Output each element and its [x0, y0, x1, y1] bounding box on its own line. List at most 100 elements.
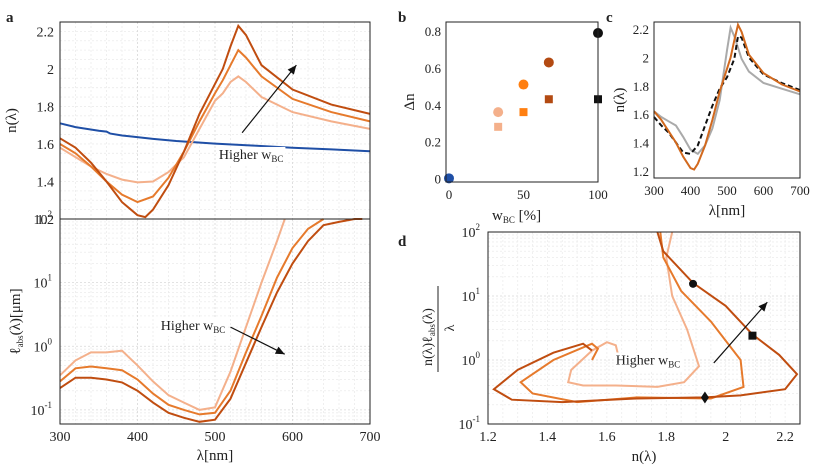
y-tick-label: 2.2: [633, 22, 649, 37]
series-line: [566, 231, 701, 388]
x-tick-label: 1.2: [479, 430, 497, 445]
y-tick-label: 10-1: [31, 400, 53, 419]
panel-c-refractive-index-compare: 1.2 1.4 1.6 1.8 2 2.2 300 400 500 600 700 λ[nm] n(λ): [612, 21, 810, 219]
x-tick-label: 50: [517, 187, 530, 202]
y-tick-label: 0.2: [425, 135, 441, 150]
annotation-a2-arrowhead: [274, 346, 285, 355]
data-point-circle: [493, 107, 504, 118]
annotation-a-label-bg: [216, 146, 286, 165]
annotation-a2-label: Higher wBC: [161, 319, 226, 335]
panel-a-absorption-length: 10-1 100 101 102 300 400 500 600 700 λ[nm] ℓabs(λ)…: [8, 209, 381, 464]
series-line: [59, 218, 325, 416]
y-tick-label: 0: [435, 171, 442, 186]
x-tick-label: 300: [644, 183, 664, 198]
plot-frame: [487, 231, 801, 425]
marker-circle: [689, 279, 698, 288]
series-line: [492, 231, 799, 404]
y-tick-label: 1.8: [633, 79, 649, 94]
y-tick-label: 101: [34, 273, 53, 292]
y-tick-label: 2: [643, 50, 650, 65]
x-axis-label: n(λ): [632, 449, 657, 465]
x-tick-label: 0: [446, 187, 453, 202]
y-tick-label: 0.4: [425, 98, 442, 113]
x-tick-label: 400: [681, 183, 701, 198]
y-tick-label: 1.2: [37, 213, 55, 228]
x-tick-label: 600: [282, 430, 303, 445]
y-axis-label: n(λ): [612, 88, 628, 113]
data-point-square: [519, 108, 528, 117]
series-line: [653, 34, 801, 155]
plot-frame: [445, 21, 599, 183]
x-tick-label: 300: [50, 430, 71, 445]
plot-frame: [59, 218, 371, 425]
annotation-d-label-bg: [613, 352, 683, 371]
y-axis-label: n(λ): [4, 108, 20, 133]
series-line: [519, 231, 745, 404]
annotation-a2-arrow: [230, 326, 286, 355]
y-tick-label: 1.4: [633, 136, 650, 151]
y-tick-label: 102: [34, 209, 53, 228]
x-tick-label: 2.2: [776, 430, 794, 445]
annotation-a-label: Higher wBC: [219, 148, 284, 164]
y-tick-label: 0.6: [425, 61, 442, 76]
panel-d-parametric-plot: 10-1 100 101 102 1.2 1.4 1.6 1.8 2 2.2 n(λ) n(λ)ℓab…: [421, 222, 801, 465]
panel-b-delta-n-scatter: 0 0.2 0.4 0.6 0.8 0 50 100 wBC [%] Δn: [402, 21, 608, 225]
annotation-a2-label-bg: [158, 318, 228, 337]
series-line: [653, 24, 801, 156]
series-line: [653, 21, 801, 171]
y-tick-label: 1.4: [37, 175, 55, 190]
y-axis-label: n(λ)ℓabs(λ) λ: [421, 286, 458, 372]
annotation-d-arrow: [713, 301, 768, 364]
x-tick-label: 500: [717, 183, 737, 198]
data-point-square: [494, 122, 503, 131]
y-tick-label: 2: [47, 63, 54, 78]
y-tick-label: 0.8: [425, 24, 441, 39]
x-tick-label: 400: [127, 430, 148, 445]
x-tick-label: 2: [722, 430, 729, 445]
y-tick-label: 1.6: [37, 138, 55, 153]
plot-frame: [653, 21, 801, 179]
panel-a-refractive-index: 1.2 1.4 1.6 1.8 2 2.2 n(λ) Higher wBC: [4, 21, 371, 228]
x-axis-label: λ[nm]: [709, 203, 745, 219]
annotation-d-label: Higher wBC: [616, 354, 681, 370]
y-axis-label-numerator: n(λ)ℓabs(λ): [421, 308, 437, 366]
x-tick-label: 700: [360, 430, 381, 445]
y-tick-label: 100: [34, 336, 53, 355]
series-line: [59, 75, 371, 184]
y-tick-label: 2.2: [37, 25, 55, 40]
y-axis-label: Δn: [402, 93, 418, 111]
series-line: [59, 218, 363, 423]
y-tick-label: 1.6: [633, 107, 650, 122]
x-axis-label: λ[nm]: [197, 448, 233, 464]
data-point-circle: [518, 79, 529, 90]
annotation-a-arrow: [241, 64, 297, 134]
panel-label-b: b: [398, 10, 406, 26]
x-tick-label: 600: [754, 183, 774, 198]
panel-label-c: c: [606, 10, 613, 26]
marker-diamond: [700, 391, 709, 404]
data-point-circle: [543, 57, 554, 68]
x-tick-label: 500: [205, 430, 226, 445]
y-axis-label: ℓabs(λ)[μm]: [8, 288, 25, 354]
x-tick-label: 100: [588, 187, 608, 202]
series-line: [59, 218, 286, 411]
panel-label-a: a: [6, 10, 14, 26]
annotation-a-arrowhead: [287, 65, 297, 75]
x-tick-label: 1.8: [658, 430, 676, 445]
marker-square: [748, 331, 757, 340]
y-tick-label: 1.8: [37, 100, 55, 115]
y-tick-label: 101: [462, 286, 481, 305]
y-tick-label: 1.2: [633, 164, 649, 179]
x-tick-label: 700: [790, 183, 810, 198]
x-tick-label: 1.4: [539, 430, 557, 445]
panel-label-d: d: [398, 234, 407, 250]
y-tick-label: 100: [462, 350, 481, 369]
y-tick-label: 10-1: [459, 414, 481, 433]
x-axis-label: wBC [%]: [492, 208, 541, 225]
y-tick-label: 102: [462, 222, 481, 241]
annotation-d-arrowhead: [758, 302, 768, 312]
x-tick-label: 1.6: [598, 430, 616, 445]
y-axis-label-denominator: λ: [443, 324, 458, 331]
series-line: [59, 23, 371, 219]
